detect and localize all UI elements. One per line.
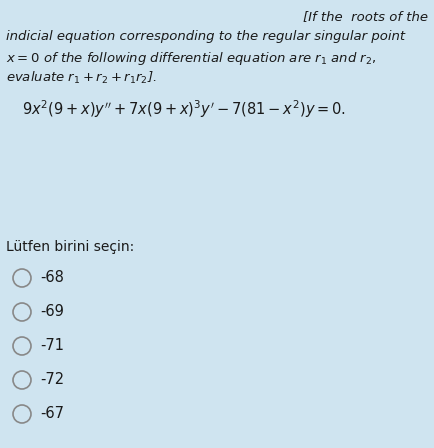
Text: -67: -67	[40, 406, 64, 422]
Text: Lütfen birini seçin:: Lütfen birini seçin:	[6, 240, 134, 254]
Text: -71: -71	[40, 339, 64, 353]
Text: $9x^2(9 + x)y'' + 7x(9 + x)^3y' - 7(81 - x^2)y = 0.$: $9x^2(9 + x)y'' + 7x(9 + x)^3y' - 7(81 -…	[22, 98, 346, 120]
Text: $x = 0$ of the following differential equation are $r_1$ and $r_2,$: $x = 0$ of the following differential eq…	[6, 50, 377, 67]
Text: [If the  roots of the: [If the roots of the	[303, 10, 428, 23]
Text: evaluate $r_1 + r_2 + r_1 r_2$].: evaluate $r_1 + r_2 + r_1 r_2$].	[6, 70, 157, 86]
Text: -72: -72	[40, 372, 64, 388]
Text: -69: -69	[40, 305, 64, 319]
Text: -68: -68	[40, 271, 64, 285]
Text: indicial equation corresponding to the regular singular point: indicial equation corresponding to the r…	[6, 30, 405, 43]
